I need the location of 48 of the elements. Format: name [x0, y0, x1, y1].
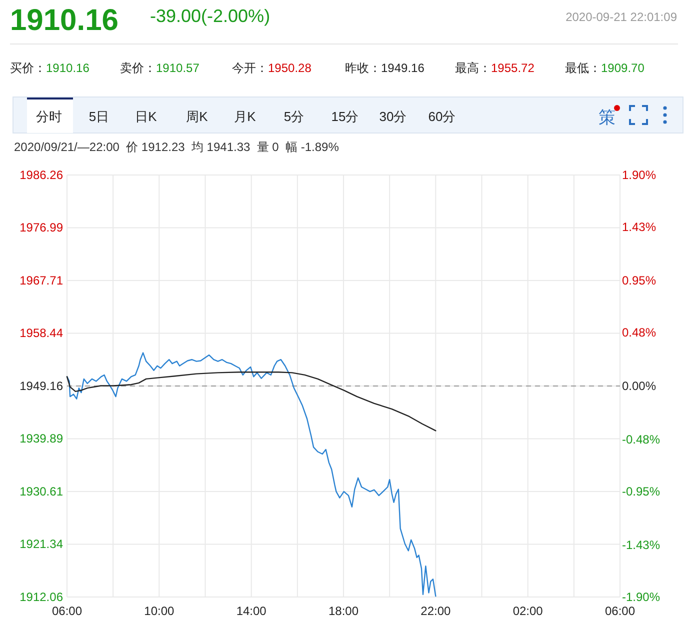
y2-tick-label: 0.48%	[622, 326, 656, 340]
x-tick-label: 02:00	[512, 604, 544, 618]
text: 昨收：1949.16	[345, 61, 425, 75]
x-tick-label: 06:00	[604, 604, 636, 618]
text: 5日	[88, 109, 110, 124]
y-tick-label: 1986.26	[20, 168, 64, 182]
x-tick-label: 10:00	[144, 604, 175, 618]
chart-subtitle: -39.00(-2.00%)	[150, 6, 270, 26]
y-tick-label: 1939.89	[20, 432, 64, 446]
y2-tick-label: -0.95%	[622, 484, 660, 498]
chart-title: 1910.16	[46, 61, 90, 75]
y-tick-label: 1958.44	[20, 326, 64, 340]
y2-tick-label: 1.90%	[622, 168, 656, 182]
y2-tick-label: 0.00%	[622, 379, 656, 393]
x-tick-label: 22:00	[420, 604, 452, 618]
y2-tick-label: -1.90%	[622, 590, 660, 604]
y2-tick-label: 1.43%	[622, 220, 656, 234]
text: 5分	[284, 109, 304, 124]
y-tick-label: 1976.99	[20, 220, 64, 235]
x-tick-label: 18:00	[328, 604, 359, 618]
text: 卖价：1910.57	[120, 61, 200, 75]
text: 买价：	[10, 61, 46, 75]
text: 最低：1909.70	[565, 61, 645, 75]
y2-tick-label: -1.43%	[622, 538, 660, 552]
text: 今开：1950.28	[232, 61, 312, 75]
text: 月K	[234, 109, 256, 124]
text: 分时	[36, 109, 62, 124]
y2-tick-label: 0.95%	[622, 274, 656, 288]
chart-title: 1910.16	[10, 4, 118, 37]
text: 15分	[331, 109, 359, 124]
x-tick-label: 06:00	[52, 604, 82, 618]
text: 最高：1955.72	[455, 61, 535, 75]
y-tick-label: 1912.06	[20, 590, 64, 604]
x-tick-label: 14:00	[236, 604, 267, 618]
text: 日K	[135, 109, 158, 124]
text: 2020/09/21/—22:00 价 1912.23 均 1941.33 量 0 幅 -1.89%	[14, 140, 340, 154]
y-tick-label: 1967.71	[20, 274, 64, 288]
text: 策	[598, 108, 616, 127]
text: 30分	[379, 109, 407, 124]
y-tick-label: 1921.34	[20, 537, 64, 552]
y2-tick-label: -0.48%	[622, 432, 660, 446]
text: 周K	[186, 109, 208, 124]
text: 2020-09-21 22:01:09	[566, 10, 678, 24]
text: 60分	[428, 109, 456, 124]
y-tick-label: 1930.61	[20, 484, 64, 498]
y-tick-label: 1949.16	[20, 379, 64, 393]
line-series	[66, 352, 436, 597]
line-series	[66, 372, 436, 432]
